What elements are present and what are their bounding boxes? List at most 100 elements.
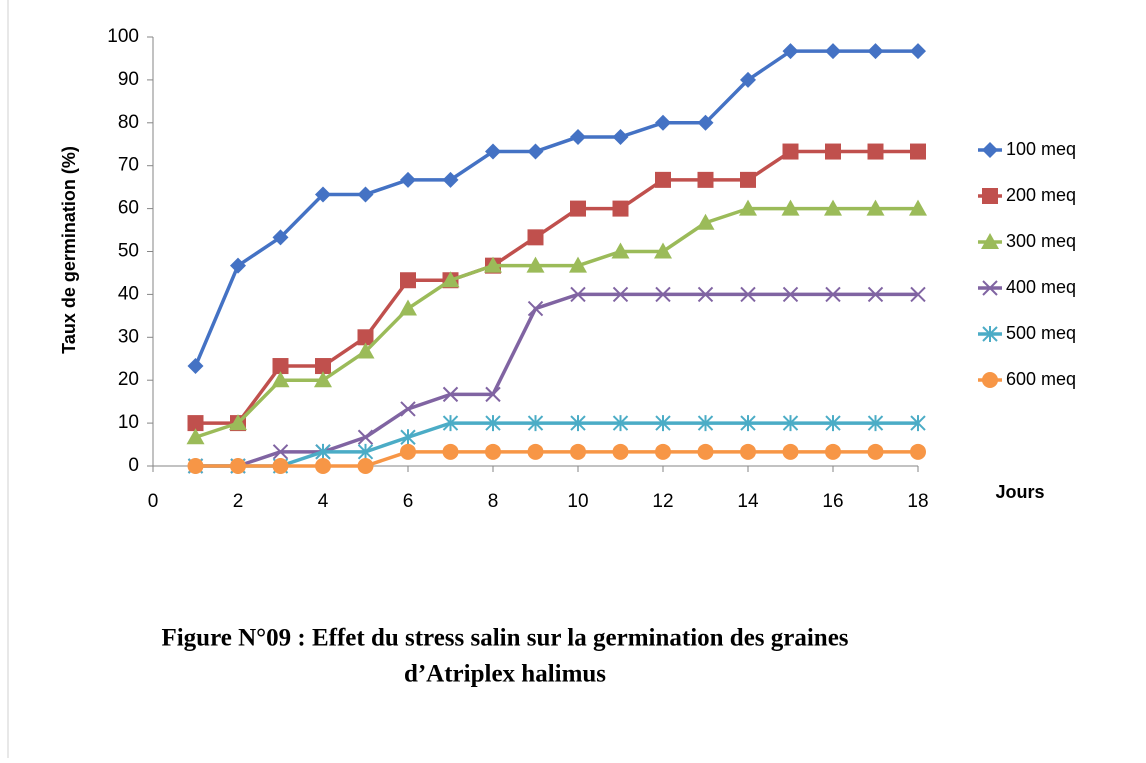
marker [909,199,927,216]
marker [824,199,842,216]
y-tick-label: 80 [118,112,139,133]
marker [187,358,204,375]
marker [867,43,884,60]
marker [611,242,630,259]
x-axis-label: Jours [995,482,1044,502]
marker [485,415,501,432]
marker [825,43,841,60]
x-tick-label: 4 [318,491,329,512]
marker [612,128,629,145]
marker [357,458,374,474]
marker [441,271,460,288]
x-tick-label: 8 [488,491,499,512]
marker [570,443,586,460]
marker [655,171,671,188]
marker [825,443,841,460]
series-line [195,292,918,468]
marker [696,213,715,230]
marker [782,286,799,303]
y-tick-label: 30 [118,326,139,347]
marker [570,200,586,217]
marker [825,143,841,160]
marker [570,286,586,303]
x-tick-label: 0 [148,491,159,512]
x-tick-label: 18 [907,491,928,512]
marker [357,329,374,346]
x-tick-label: 14 [737,491,759,512]
marker [655,415,671,432]
marker [442,415,459,432]
marker [910,143,926,160]
marker [272,229,289,246]
marker [186,428,205,445]
marker [740,286,756,303]
marker [485,443,501,460]
marker [655,286,671,303]
marker [485,143,501,160]
marker [527,415,544,432]
marker [356,342,375,359]
marker [229,414,247,431]
marker [981,233,999,249]
marker [272,458,289,474]
marker [527,300,544,317]
marker [982,142,998,158]
marker [655,443,671,460]
marker [314,371,332,388]
marker [400,429,416,446]
marker [982,326,998,342]
marker [612,415,629,432]
marker [825,286,841,303]
marker [867,415,884,432]
marker [357,443,374,460]
x-tick-label: 16 [822,491,843,512]
x-tick-label: 10 [567,491,588,512]
marker [697,114,714,131]
marker [782,443,799,460]
marker [400,401,416,417]
y-tick-label: 60 [118,198,139,219]
marker [782,43,799,60]
marker [570,415,586,432]
legend-label: 600 meq [1006,369,1076,389]
y-tick-label: 50 [118,241,139,262]
marker [697,171,714,188]
marker [315,358,331,375]
marker [781,199,800,216]
marker [867,286,884,303]
marker [569,256,587,273]
y-tick-label: 10 [118,412,139,433]
marker [315,186,331,203]
marker [230,458,246,474]
marker [612,200,629,217]
marker [485,386,501,403]
y-tick-label: 90 [118,69,139,90]
marker [910,286,926,303]
marker [315,458,331,474]
marker [527,229,544,246]
y-tick-label: 20 [118,369,139,390]
marker [272,358,289,375]
marker [982,280,998,296]
marker [612,443,629,460]
marker [867,443,884,460]
marker [655,114,671,131]
marker [697,286,714,303]
series-line [194,206,918,439]
legend-label: 200 meq [1006,185,1076,205]
y-tick-label: 40 [118,283,139,304]
marker [910,415,926,432]
marker [910,443,926,460]
marker [697,415,714,432]
marker [866,199,885,216]
marker [740,71,756,88]
marker [484,256,502,273]
marker [527,143,544,160]
marker [357,429,374,445]
series-line [195,149,918,425]
marker [400,272,416,289]
caption-line: d’Atriplex halimus [404,661,606,688]
marker [400,171,416,188]
marker [442,171,459,188]
x-tick-label: 2 [233,491,244,512]
